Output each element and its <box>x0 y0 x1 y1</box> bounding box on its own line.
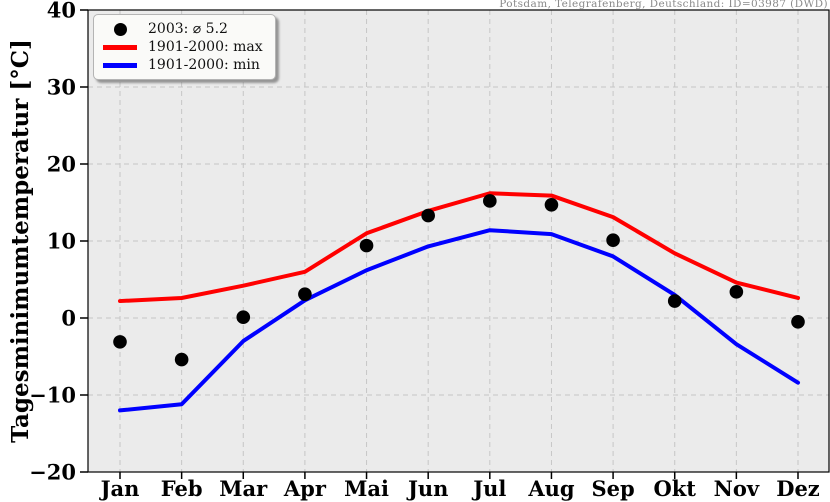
y-tick-label: 0 <box>61 306 76 331</box>
legend-item: 1901-2000: max <box>100 38 263 56</box>
x-tick-label: Jul <box>471 476 506 501</box>
data-point <box>544 198 559 212</box>
legend-label: 2003: ⌀ 5.2 <box>148 21 228 37</box>
legend-item: 2003: ⌀ 5.2 <box>100 20 263 38</box>
y-tick-label: −10 <box>29 383 76 408</box>
x-tick-label: Aug <box>527 476 575 501</box>
data-point <box>174 352 189 367</box>
x-tick-label: Apr <box>283 476 327 501</box>
y-tick-label: 20 <box>47 152 76 177</box>
data-point <box>667 294 682 308</box>
y-tick-label: 30 <box>47 75 76 100</box>
legend-item: 1901-2000: min <box>100 56 263 74</box>
x-tick-label: Nov <box>714 476 760 501</box>
data-point <box>606 233 620 248</box>
y-axis-title: Tagesminimumtemperatur [°C] <box>7 39 34 443</box>
data-point <box>483 194 497 208</box>
y-tick-label: 40 <box>47 0 76 23</box>
y-tick-label: −20 <box>29 460 76 485</box>
x-tick-label: Okt <box>653 476 696 501</box>
legend-label: 1901-2000: max <box>148 39 263 55</box>
x-tick-label: Jan <box>99 476 140 501</box>
legend-marker-cell <box>100 44 140 50</box>
legend-label: 1901-2000: min <box>148 57 260 73</box>
data-point <box>236 310 251 325</box>
max-line-marker-icon <box>103 44 137 50</box>
data-point <box>729 285 744 299</box>
scatter-dot-marker-icon <box>113 22 127 36</box>
y-tick-label: 10 <box>47 229 76 254</box>
legend: 2003: ⌀ 5.2 1901-2000: max 1901-2000: mi… <box>93 14 276 80</box>
data-point <box>298 287 312 301</box>
x-tick-label: Sep <box>591 476 634 501</box>
min-line-marker-icon <box>103 62 137 68</box>
x-tick-label: Mai <box>344 476 389 501</box>
data-point <box>359 238 374 253</box>
min-line <box>118 228 800 413</box>
data-point <box>113 335 127 349</box>
x-tick-label: Feb <box>161 476 203 501</box>
data-point <box>791 315 805 329</box>
max-line <box>118 191 800 304</box>
station-attribution: Potsdam, Telegrafenberg, Deutschland: ID… <box>499 0 828 10</box>
x-tick-label: Mar <box>219 476 268 501</box>
legend-marker-cell <box>100 22 140 36</box>
legend-marker-cell <box>100 62 140 68</box>
x-tick-label: Jun <box>406 476 448 501</box>
x-tick-label: Dez <box>776 476 820 501</box>
data-point <box>421 208 435 223</box>
